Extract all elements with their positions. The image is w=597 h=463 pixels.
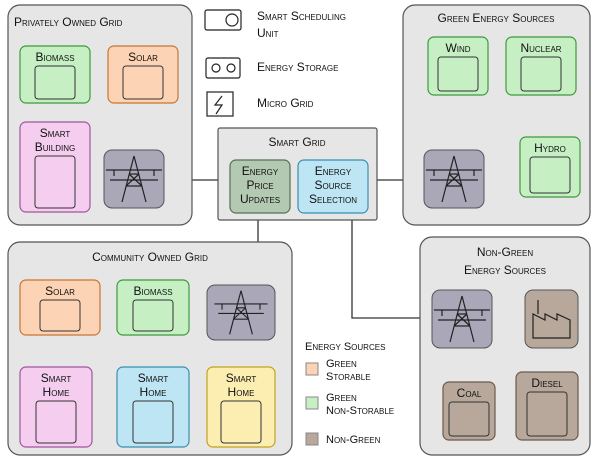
group-title: Green Energy Sources <box>438 11 555 25</box>
node-label: Smart <box>41 371 72 385</box>
node-label: Solar <box>45 284 75 298</box>
top-legend-icons <box>204 9 242 117</box>
node-label: Biomass <box>133 284 172 298</box>
node-box <box>116 279 190 336</box>
node-label: Selection <box>309 192 357 206</box>
node-label: Smart <box>226 371 257 385</box>
legend-label: Green <box>326 358 357 370</box>
legend-label: Energy Storage <box>257 60 338 74</box>
node-label: Home <box>43 385 70 399</box>
node-label: Energy <box>242 164 279 178</box>
node-label: Biomass <box>35 50 74 64</box>
legend-label: Smart Scheduling <box>257 9 346 23</box>
node-label: Solar <box>128 50 158 64</box>
group-title: Non-Green <box>477 245 533 259</box>
node-label: Smart <box>138 371 169 385</box>
node-label: Home <box>228 385 255 399</box>
group-title: Privately Owned Grid <box>14 15 123 29</box>
towers <box>103 149 579 349</box>
energy-legend: Energy SourcesGreenStorableGreenNon-Stor… <box>305 341 394 446</box>
legend-label: Unit <box>257 26 279 40</box>
node-icon <box>448 401 490 437</box>
node-box <box>519 136 581 198</box>
node-label: Source <box>315 178 352 192</box>
legend-title: Energy Sources <box>305 341 385 353</box>
legend-swatch <box>305 396 319 410</box>
node-icon <box>39 299 81 332</box>
node-icon <box>526 391 568 437</box>
node-icon <box>529 156 571 194</box>
group-title: Smart Grid <box>269 135 326 149</box>
top-legend: Smart Scheduling Unit Energy Storage Micro … <box>257 9 346 110</box>
node-box <box>19 366 93 448</box>
node-box <box>19 121 91 213</box>
node-box <box>427 36 489 96</box>
node-icon <box>35 400 77 444</box>
legend-label: Green <box>326 392 357 404</box>
node-box <box>297 159 369 214</box>
nodes: Privately Owned Grid Green Energy Sources… <box>14 11 581 448</box>
node-box <box>19 45 91 104</box>
node-icon <box>122 65 164 100</box>
node-icon <box>132 299 174 332</box>
group-title: Energy Sources <box>464 263 546 277</box>
node-box <box>229 159 291 214</box>
node-icon <box>520 56 562 92</box>
node-label: Coal <box>457 386 482 400</box>
node-label: Updates <box>240 192 280 206</box>
node-box <box>515 371 579 441</box>
group-title: Community Owned Grid <box>92 250 208 264</box>
node-box <box>505 36 577 96</box>
legend-swatch <box>305 432 319 446</box>
legend-swatch <box>305 362 319 376</box>
node-label: Energy <box>315 164 352 178</box>
legend-label: Storable <box>326 371 371 383</box>
node-label: Price <box>246 178 273 192</box>
node-label: Diesel <box>531 376 563 390</box>
node-label: Building <box>35 140 75 154</box>
node-label: Wind <box>445 41 470 55</box>
node-label: Hydro <box>534 141 566 155</box>
legend-label: Non-Storable <box>326 405 394 417</box>
node-label: Nuclear <box>520 41 561 55</box>
node-box <box>107 45 179 104</box>
node-box <box>206 366 276 448</box>
node-label: Home <box>140 385 167 399</box>
legend-label: Micro Grid <box>257 96 314 110</box>
node-icon <box>34 155 76 209</box>
node-label: Smart <box>40 126 71 140</box>
node-box <box>442 381 496 441</box>
node-icon <box>34 65 76 100</box>
node-icon <box>437 56 479 92</box>
node-box <box>116 366 190 448</box>
node-icon <box>220 400 262 444</box>
node-icon <box>132 400 174 444</box>
legend-label: Non-Green <box>326 434 381 446</box>
